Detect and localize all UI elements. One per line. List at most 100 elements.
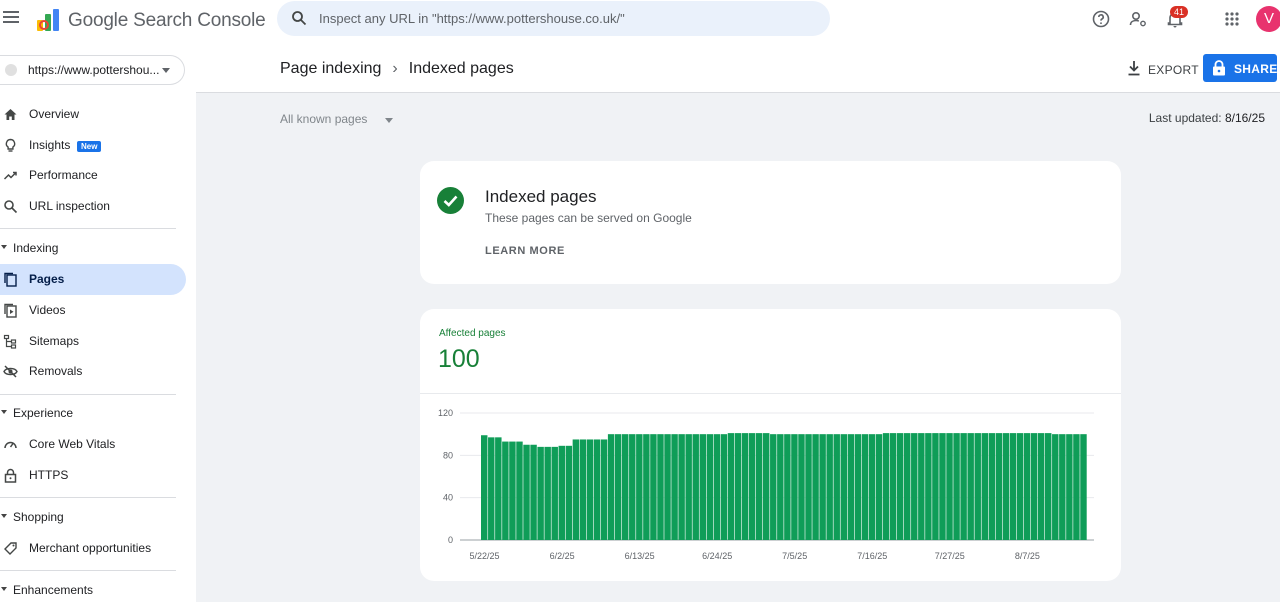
- chart-bar[interactable]: [889, 433, 897, 540]
- sidebar-item-core-web-vitals[interactable]: Core Web Vitals: [0, 429, 186, 460]
- chart-bar[interactable]: [699, 434, 706, 540]
- chart-bar[interactable]: [488, 437, 495, 540]
- chart-bar[interactable]: [967, 433, 974, 540]
- chart-bar[interactable]: [777, 434, 784, 540]
- chart-bar[interactable]: [770, 434, 777, 540]
- chart-bar[interactable]: [896, 433, 904, 540]
- chart-bar[interactable]: [805, 434, 812, 540]
- chart-bar[interactable]: [523, 444, 530, 540]
- chart-bar[interactable]: [1037, 433, 1045, 540]
- chart-bar[interactable]: [918, 433, 925, 540]
- chart-bar[interactable]: [600, 439, 608, 540]
- chart-bar[interactable]: [530, 444, 537, 540]
- chart-bar[interactable]: [1080, 434, 1087, 540]
- chart-bar[interactable]: [572, 439, 580, 540]
- chart-bar[interactable]: [643, 434, 650, 540]
- section-indexing[interactable]: Indexing: [0, 238, 176, 260]
- chart-bar[interactable]: [558, 445, 565, 540]
- chart-bar[interactable]: [1023, 433, 1031, 540]
- chart-bar[interactable]: [650, 434, 657, 540]
- chart-bar[interactable]: [706, 434, 714, 540]
- section-enhancements[interactable]: Enhancements: [0, 580, 176, 602]
- chart-bar[interactable]: [847, 434, 855, 540]
- chart-bar[interactable]: [854, 434, 862, 540]
- chart-bar[interactable]: [812, 434, 819, 540]
- sidebar-item-sitemaps[interactable]: Sitemaps: [0, 326, 186, 357]
- url-inspection-search[interactable]: [277, 1, 830, 36]
- chart-bar[interactable]: [988, 433, 996, 540]
- chart-bar[interactable]: [1066, 434, 1073, 540]
- chart-bar[interactable]: [932, 433, 939, 540]
- breadcrumb-parent-link[interactable]: Page indexing: [280, 60, 382, 77]
- chart-bar[interactable]: [551, 446, 558, 540]
- chart-bar[interactable]: [925, 433, 932, 540]
- chart-bar[interactable]: [692, 434, 699, 540]
- chart-bar[interactable]: [904, 433, 911, 540]
- chart-bar[interactable]: [791, 434, 798, 540]
- chart-bar[interactable]: [755, 433, 763, 540]
- chart-bar[interactable]: [1073, 434, 1080, 540]
- share-button[interactable]: SHARE: [1203, 54, 1277, 82]
- chart-bar[interactable]: [607, 434, 615, 540]
- chart-bar[interactable]: [544, 446, 551, 540]
- pages-filter-dropdown[interactable]: All known pages: [280, 111, 400, 131]
- chart-bar[interactable]: [875, 434, 883, 540]
- chart-bar[interactable]: [953, 433, 960, 540]
- sidebar-item-url-inspection[interactable]: URL inspection: [0, 191, 186, 222]
- chart-bar[interactable]: [614, 434, 622, 540]
- search-console-logo[interactable]: [35, 7, 61, 33]
- main-menu-icon[interactable]: [3, 11, 19, 25]
- chart-bar[interactable]: [720, 434, 728, 540]
- chart-bar[interactable]: [833, 434, 840, 540]
- chart-bar[interactable]: [727, 433, 735, 540]
- chart-bar[interactable]: [537, 446, 544, 540]
- account-avatar[interactable]: V: [1256, 6, 1280, 32]
- chart-bar[interactable]: [502, 441, 509, 540]
- sidebar-item-overview[interactable]: Overview: [0, 99, 186, 130]
- chart-bar[interactable]: [713, 434, 721, 540]
- chart-bar[interactable]: [798, 434, 805, 540]
- chart-bar[interactable]: [1009, 433, 1017, 540]
- chart-bar[interactable]: [861, 434, 869, 540]
- chart-bar[interactable]: [671, 434, 678, 540]
- chart-bar[interactable]: [784, 434, 791, 540]
- chart-bar[interactable]: [882, 433, 890, 540]
- section-shopping[interactable]: Shopping: [0, 507, 176, 529]
- search-input[interactable]: [319, 1, 819, 36]
- sidebar-item-performance[interactable]: Performance: [0, 160, 186, 191]
- sidebar-item-removals[interactable]: Removals: [0, 356, 186, 387]
- chart-bar[interactable]: [911, 433, 918, 540]
- section-experience[interactable]: Experience: [0, 403, 176, 425]
- manage-users-icon[interactable]: [1128, 9, 1148, 29]
- sidebar-item-https[interactable]: HTTPS: [0, 460, 186, 491]
- chart-bar[interactable]: [981, 433, 988, 540]
- chart-bar[interactable]: [565, 445, 573, 540]
- chart-bar[interactable]: [734, 433, 742, 540]
- sidebar-item-pages[interactable]: Pages: [0, 264, 186, 295]
- chart-bar[interactable]: [509, 441, 516, 540]
- chart-bar[interactable]: [678, 434, 685, 540]
- chart-bar[interactable]: [840, 434, 847, 540]
- chart-bar[interactable]: [593, 439, 601, 540]
- chart-bar[interactable]: [1045, 433, 1052, 540]
- chart-bar[interactable]: [826, 434, 833, 540]
- property-selector[interactable]: https://www.pottershou...: [0, 55, 185, 85]
- chart-bar[interactable]: [995, 433, 1003, 540]
- chart-bar[interactable]: [629, 434, 636, 540]
- help-icon[interactable]: [1091, 9, 1111, 29]
- chart-bar[interactable]: [664, 434, 671, 540]
- chart-bar[interactable]: [1016, 433, 1024, 540]
- chart-bar[interactable]: [741, 433, 749, 540]
- chart-bar[interactable]: [763, 433, 770, 540]
- chart-bar[interactable]: [586, 439, 594, 540]
- sidebar-item-videos[interactable]: Videos: [0, 295, 186, 326]
- chart-bar[interactable]: [974, 433, 981, 540]
- chart-bar[interactable]: [657, 434, 664, 540]
- chart-bar[interactable]: [1002, 433, 1010, 540]
- sidebar-item-insights[interactable]: Insights New: [0, 130, 186, 161]
- learn-more-link[interactable]: LEARN MORE: [485, 245, 565, 257]
- chart-bar[interactable]: [868, 434, 876, 540]
- apps-grid-icon[interactable]: [1222, 9, 1242, 29]
- chart-bar[interactable]: [495, 437, 502, 540]
- chart-bar[interactable]: [939, 433, 946, 540]
